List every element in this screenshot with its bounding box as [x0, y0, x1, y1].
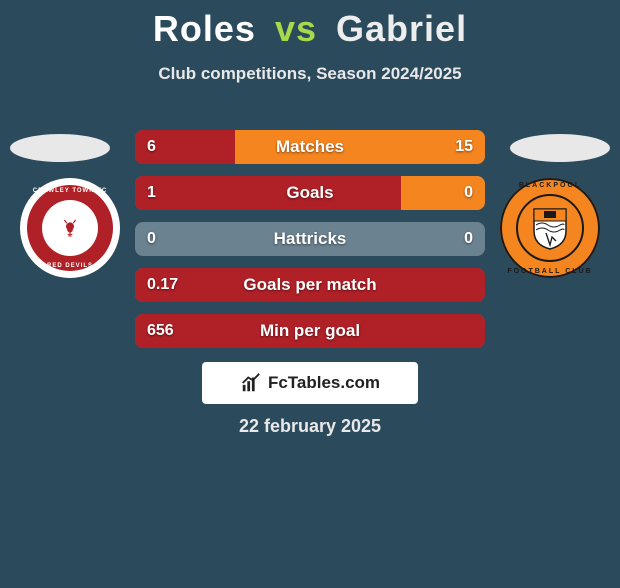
stat-value-right: 0: [464, 184, 473, 202]
stat-row: 656 Min per goal: [135, 314, 485, 348]
club1-arc-top: CRAWLEY TOWN FC: [27, 188, 113, 194]
brand-text: FcTables.com: [268, 373, 380, 393]
club2-crest: BLACKPOOL FOOTBALL CLUB: [500, 178, 600, 278]
chart-icon: [240, 372, 262, 394]
stat-row: 0 Hattricks 0: [135, 222, 485, 256]
date-label: 22 february 2025: [0, 416, 620, 437]
shield-icon: [530, 205, 570, 251]
club2-arc-top: BLACKPOOL: [500, 182, 600, 189]
player1-name: Roles: [153, 8, 256, 49]
club1-crest: CRAWLEY TOWN FC RED DEVILS: [20, 178, 120, 278]
stat-row: 6 Matches 15: [135, 130, 485, 164]
stat-value-right: 15: [455, 138, 473, 156]
subtitle: Club competitions, Season 2024/2025: [0, 64, 620, 84]
devil-icon: [62, 218, 78, 238]
player1-shadow: [10, 134, 110, 162]
vs-label: vs: [275, 8, 317, 49]
stats-rows: 6 Matches 15 1 Goals 0 0 Hattricks 0 0.1…: [135, 130, 485, 360]
stat-label: Goals: [135, 183, 485, 203]
stat-label: Min per goal: [135, 321, 485, 341]
brand-box: FcTables.com: [202, 362, 418, 404]
stat-label: Matches: [135, 137, 485, 157]
player2-name: Gabriel: [336, 8, 467, 49]
stat-label: Goals per match: [135, 275, 485, 295]
club1-arc-bottom: RED DEVILS: [27, 263, 113, 269]
stat-row: 0.17 Goals per match: [135, 268, 485, 302]
comparison-title: Roles vs Gabriel: [0, 8, 620, 50]
stat-value-right: 0: [464, 230, 473, 248]
stat-row: 1 Goals 0: [135, 176, 485, 210]
club2-arc-bottom: FOOTBALL CLUB: [500, 268, 600, 275]
stat-label: Hattricks: [135, 229, 485, 249]
player2-shadow: [510, 134, 610, 162]
